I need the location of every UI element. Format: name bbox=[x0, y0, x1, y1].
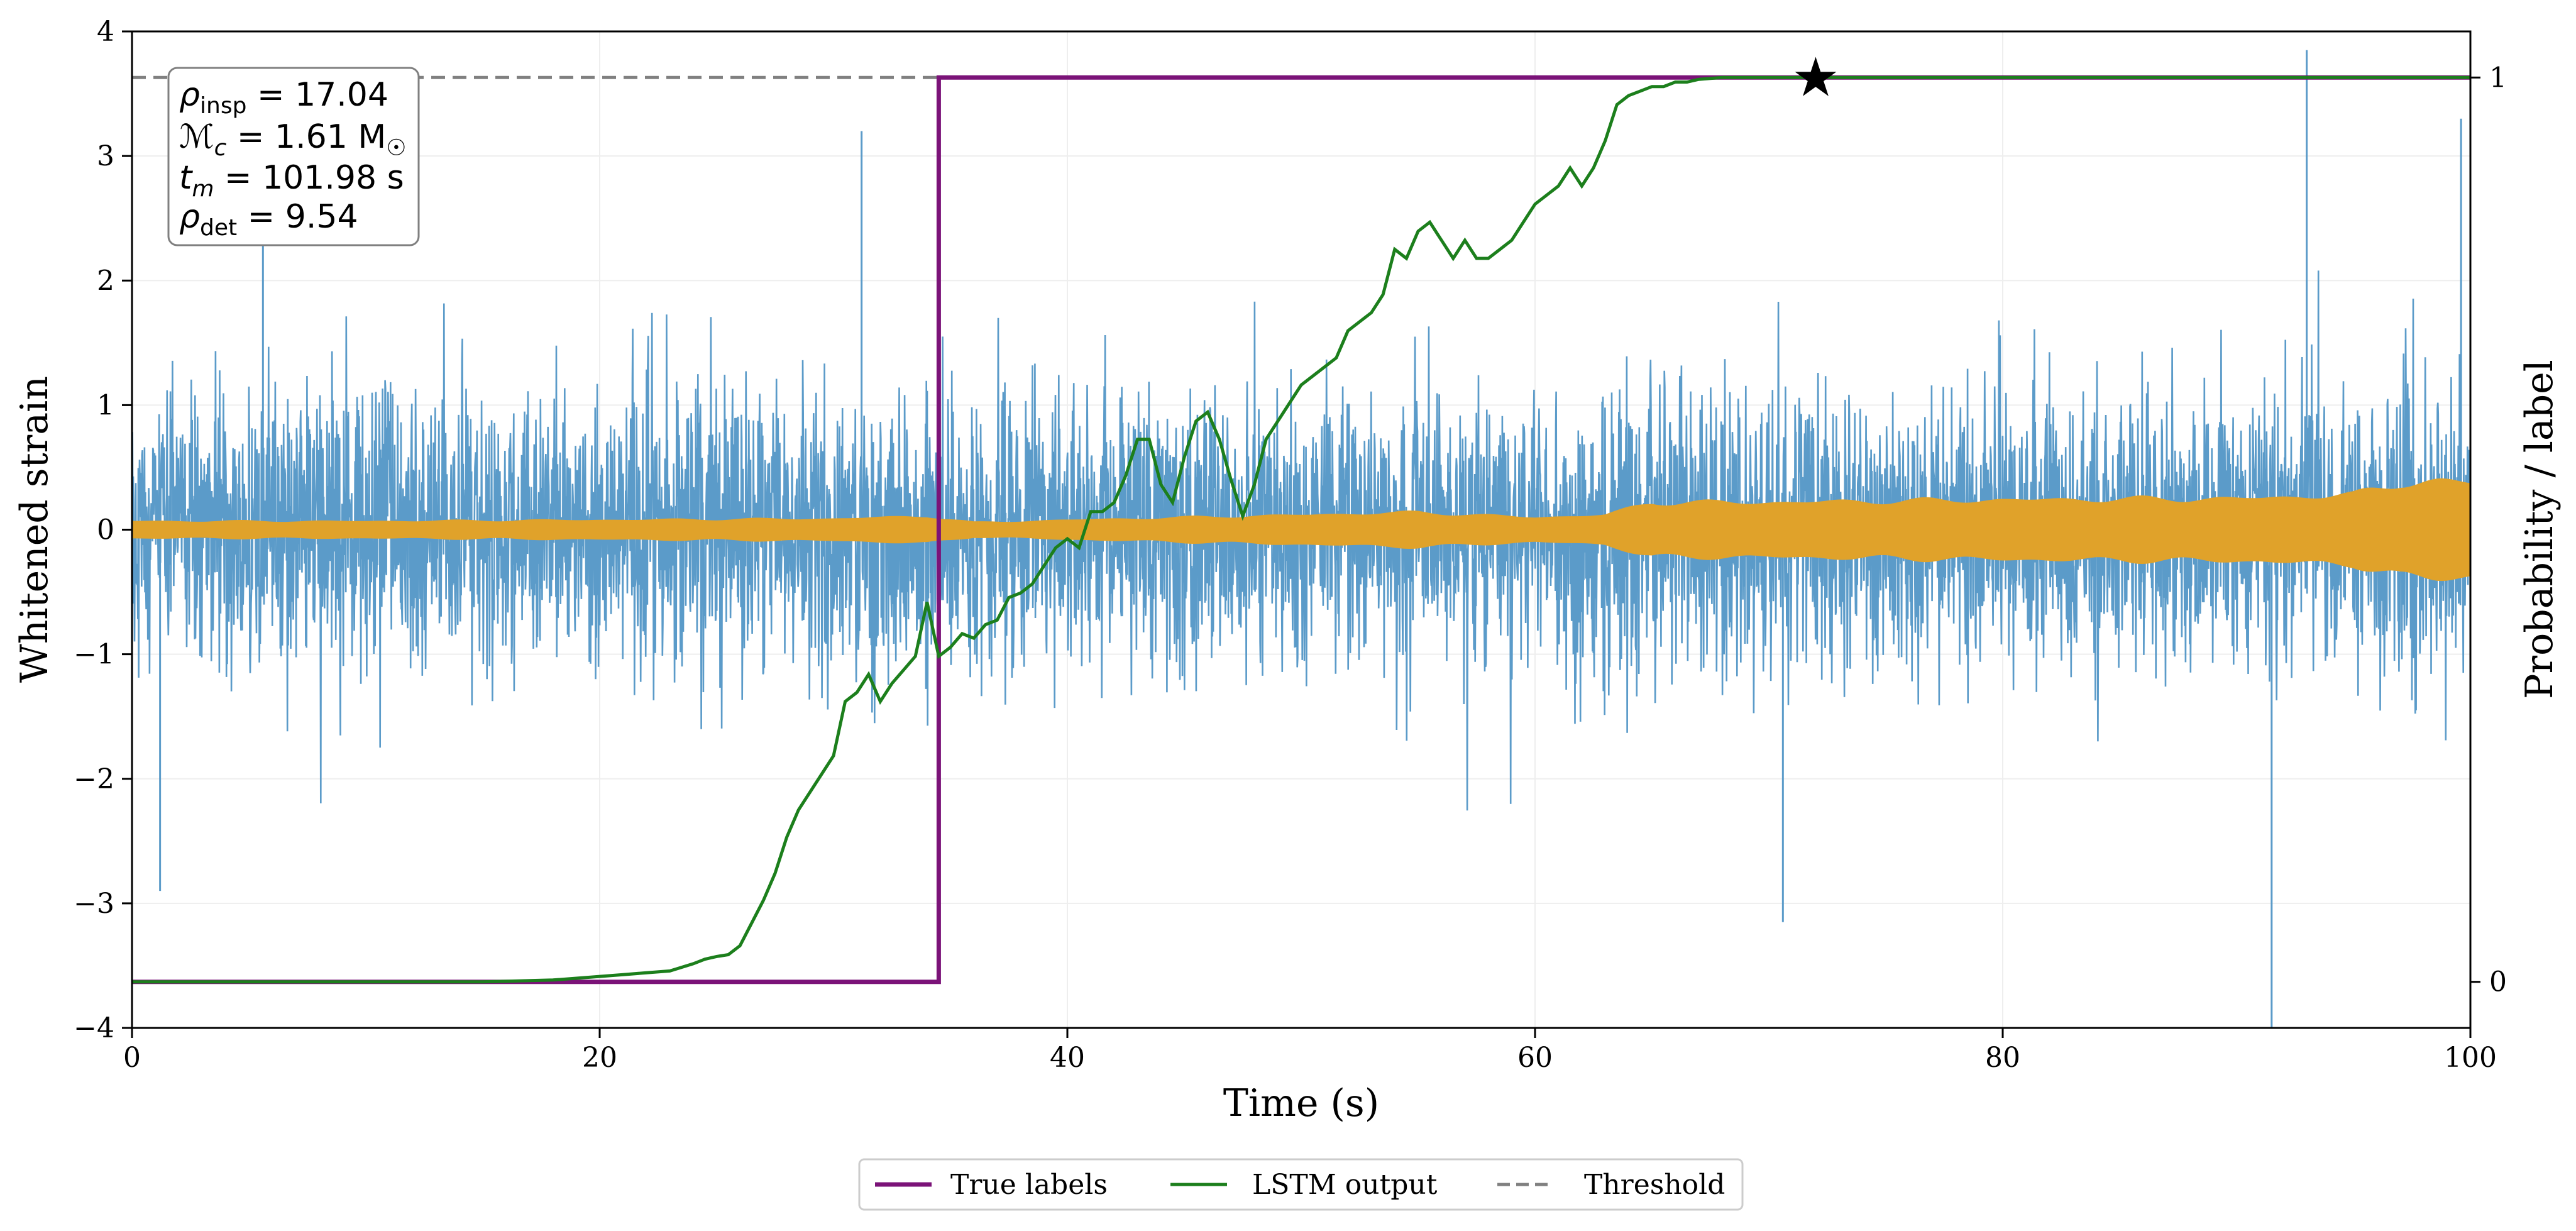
y-left-tick-label: 2 bbox=[97, 265, 114, 297]
x-tick-label: 80 bbox=[1985, 1042, 2020, 1074]
x-tick-label: 0 bbox=[123, 1042, 141, 1074]
x-tick-label: 40 bbox=[1050, 1042, 1085, 1074]
y-left-tick-label: 4 bbox=[97, 16, 114, 48]
legend: True labels LSTM output Threshold bbox=[858, 1158, 1744, 1211]
legend-box bbox=[858, 1158, 1744, 1211]
y-left-tick-label: −1 bbox=[74, 639, 114, 671]
detection-star-marker: ★ bbox=[1792, 46, 1840, 109]
y-left-tick-label: −3 bbox=[74, 888, 114, 920]
y-left-axis-ticks: −4 −3 −2 −1 0 1 2 3 4 bbox=[74, 16, 132, 1044]
x-tick-label: 100 bbox=[2444, 1042, 2497, 1074]
annotation-merger-time: tm = 101.98 s bbox=[179, 159, 404, 202]
y-left-axis-title: Whitened strain bbox=[13, 376, 57, 683]
signal-series bbox=[132, 478, 2470, 582]
strain-spikes bbox=[159, 50, 2462, 1028]
legend-label-threshold: Threshold bbox=[1584, 1169, 1725, 1201]
y-right-tick-label: 0 bbox=[2489, 966, 2507, 998]
x-tick-label: 60 bbox=[1517, 1042, 1553, 1074]
y-right-axis-ticks: 01 bbox=[2470, 62, 2507, 998]
y-left-tick-label: 0 bbox=[97, 514, 114, 546]
legend-label-lstm-output: LSTM output bbox=[1252, 1169, 1438, 1201]
annotation-box bbox=[167, 67, 420, 246]
annotation-snr-insp: ρinsp = 17.04 bbox=[179, 76, 388, 119]
y-left-tick-label: 1 bbox=[97, 389, 114, 421]
legend-label-true-labels: True labels bbox=[950, 1169, 1108, 1201]
y-left-tick-label: −2 bbox=[74, 763, 114, 795]
annotation-chirp-mass: ℳc = 1.61 M☉ bbox=[179, 118, 407, 161]
y-left-tick-label: 3 bbox=[97, 140, 114, 172]
parameter-annotation: ρinsp = 17.04 ℳc = 1.61 M☉ tm = 101.98 s… bbox=[167, 67, 420, 246]
lstm-output-series bbox=[132, 75, 2470, 984]
annotation-snr-det: ρdet = 9.54 bbox=[179, 198, 358, 241]
x-tick-label: 20 bbox=[582, 1042, 617, 1074]
y-left-tick-label: −4 bbox=[74, 1012, 114, 1044]
y-right-axis-title: Probability / label bbox=[2518, 360, 2562, 699]
x-axis-title: Time (s) bbox=[1223, 1081, 1379, 1125]
y-right-tick-label: 1 bbox=[2489, 62, 2507, 94]
x-axis-ticks: 0 20 40 60 80 100 bbox=[123, 1028, 2497, 1074]
